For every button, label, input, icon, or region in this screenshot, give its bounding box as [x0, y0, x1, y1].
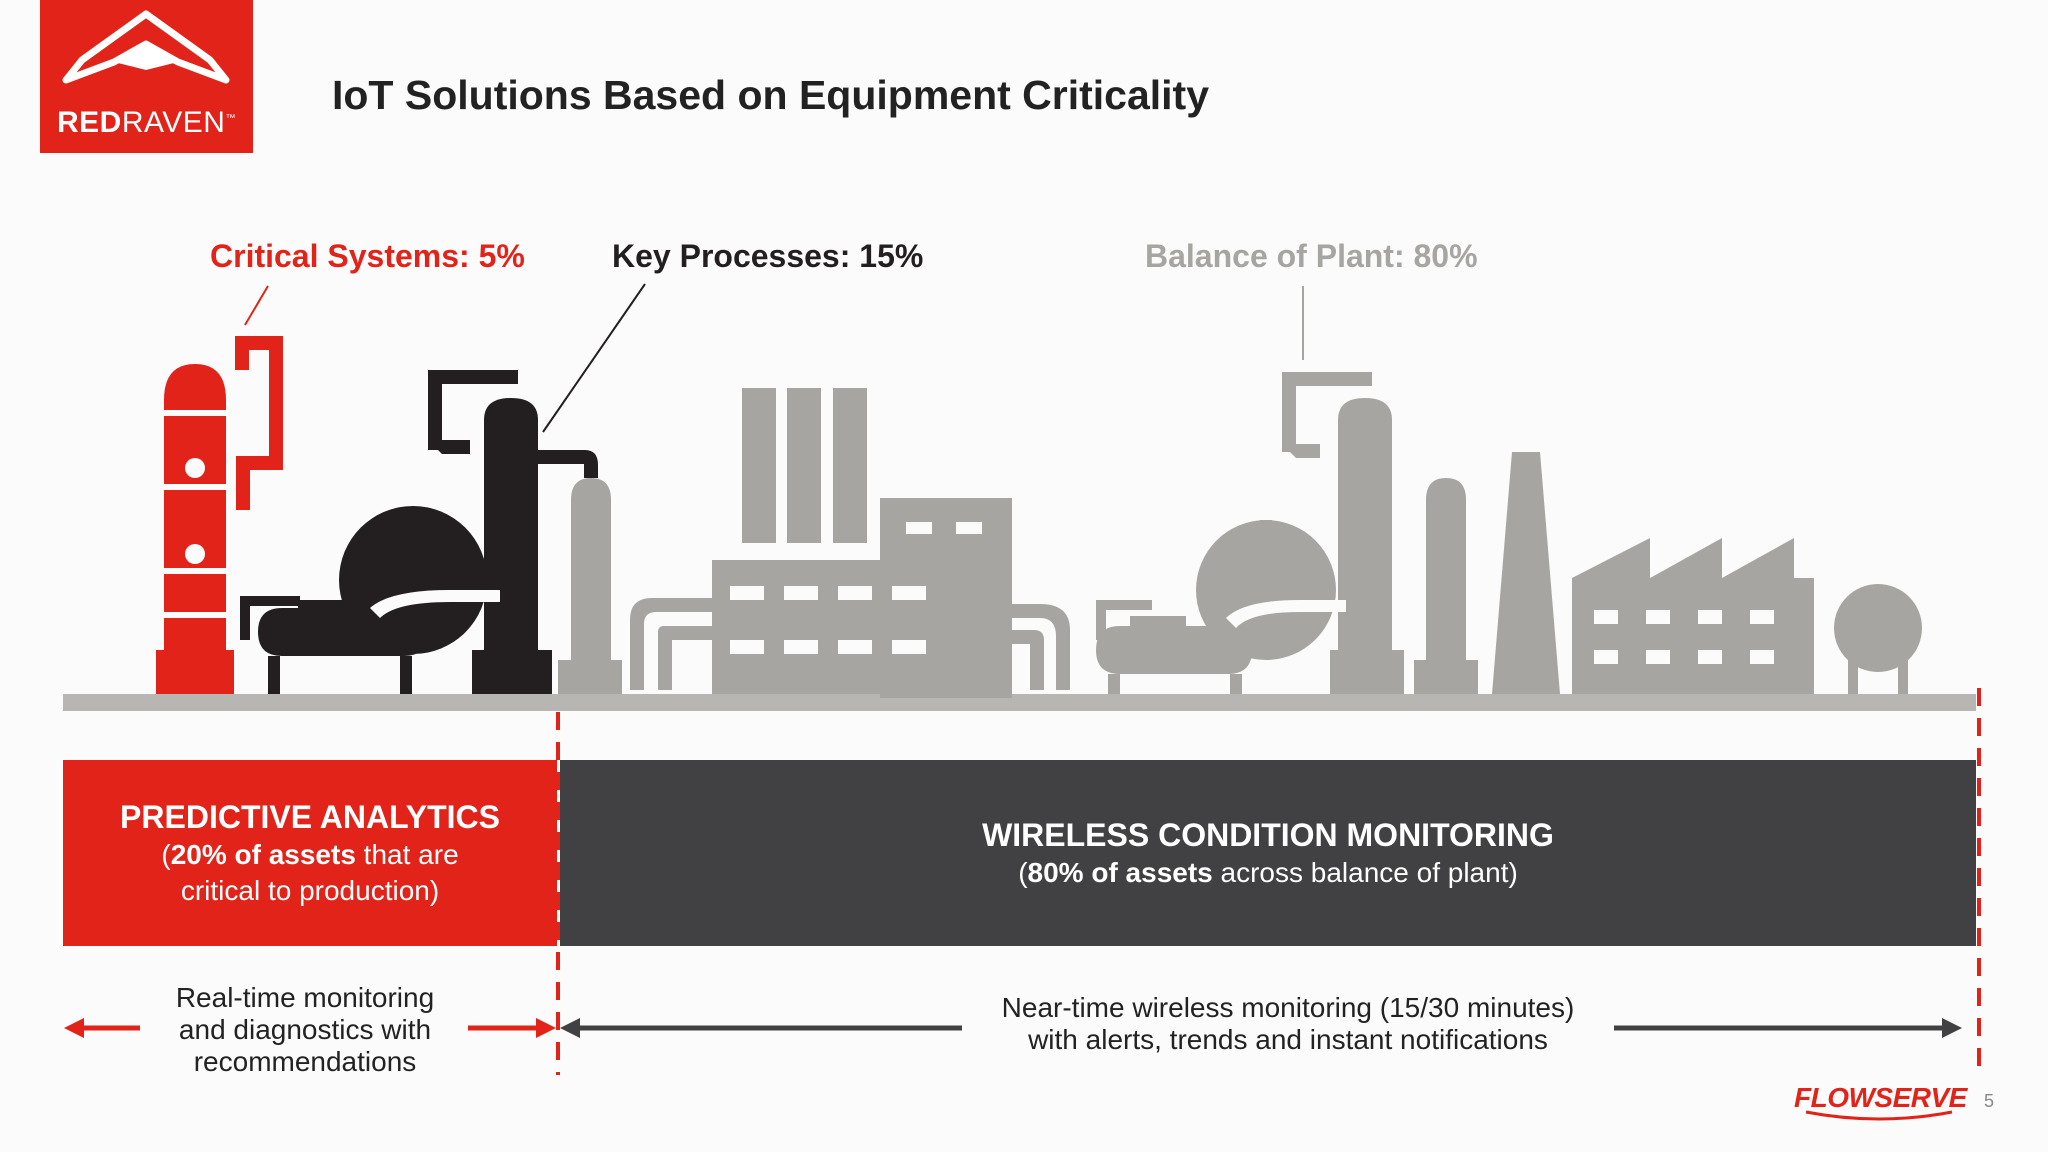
critical-leader-line	[244, 285, 269, 326]
page-number: 5	[1984, 1091, 1995, 1111]
neartime-description: Near-time wireless monitoring (15/30 min…	[1001, 992, 1575, 1055]
chimney-icon	[1492, 452, 1560, 694]
ground-line	[63, 694, 1976, 711]
arrow-right-red-icon	[536, 1018, 556, 1038]
key-processes-label: Key Processes: 15%	[612, 238, 924, 274]
page-title: IoT Solutions Based on Equipment Critica…	[332, 72, 1210, 118]
realtime-arrows	[64, 1018, 556, 1038]
predictive-analytics-band: PREDICTIVE ANALYTICS (20% of assets that…	[63, 760, 557, 946]
arrow-left-dark-icon	[560, 1018, 580, 1038]
key-process-equipment-icon	[240, 370, 598, 694]
predictive-analytics-title: PREDICTIVE ANALYTICS	[120, 799, 500, 835]
storage-sphere-icon	[1834, 584, 1922, 694]
balance-plant-column-icon	[558, 478, 622, 694]
balance-process-equipment-icon	[1096, 372, 1478, 694]
wireless-monitoring-subtitle: (80% of assets across balance of plant)	[1018, 857, 1518, 888]
key-leader-line	[542, 283, 646, 433]
critical-systems-label: Critical Systems: 5%	[210, 238, 525, 274]
arrow-left-red-icon	[64, 1018, 84, 1038]
redraven-logo: REDRAVEN™	[40, 0, 253, 153]
flowserve-swoosh-icon	[1805, 1110, 1953, 1121]
predictive-analytics-subtitle: (20% of assets that are	[161, 839, 459, 870]
critical-column-icon	[156, 336, 283, 694]
flowserve-logo: FLOWSERVE	[1794, 1082, 1967, 1113]
realtime-description: Real-time monitoring and diagnostics wit…	[175, 982, 435, 1077]
neartime-arrows	[560, 1018, 1962, 1038]
logo-wordmark: REDRAVEN™	[57, 106, 236, 139]
arrow-right-dark-icon	[1942, 1018, 1962, 1038]
wireless-condition-monitoring-band: WIRELESS CONDITION MONITORING (80% of as…	[560, 760, 1976, 946]
factory-building-icon	[630, 388, 1070, 698]
predictive-analytics-subtitle-line2: critical to production)	[180, 875, 440, 906]
wireless-monitoring-title: WIRELESS CONDITION MONITORING	[982, 817, 1554, 853]
balance-of-plant-label: Balance of Plant: 80%	[1145, 238, 1478, 274]
raven-mark-icon	[62, 10, 230, 84]
